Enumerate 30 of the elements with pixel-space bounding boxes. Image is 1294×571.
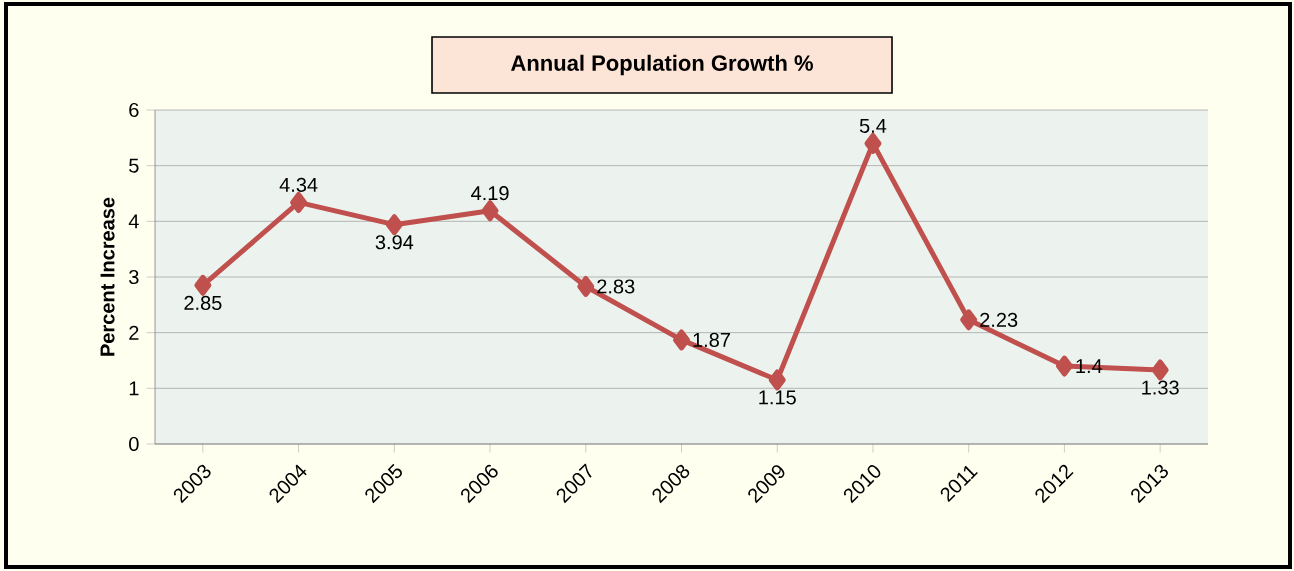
y-axis-title: Percent Increase — [100, 197, 115, 356]
point — [673, 329, 691, 351]
point — [385, 214, 403, 236]
y-tick-label: 2 — [129, 325, 139, 340]
data-label: 1.87 — [693, 332, 730, 347]
data-label: 2.83 — [597, 279, 635, 294]
point — [1151, 359, 1169, 381]
point — [194, 274, 212, 296]
y-tick-label: 0 — [129, 436, 139, 452]
point — [481, 200, 499, 222]
data-label: 2.85 — [184, 295, 222, 310]
point — [1055, 355, 1073, 377]
chart-title: Annual Population Growth % — [511, 54, 813, 76]
data-label: 2.23 — [980, 312, 1018, 327]
y-tick-label: 6 — [129, 102, 139, 118]
point — [290, 191, 308, 213]
data-label: 3.94 — [375, 235, 414, 250]
y-tick-label: 3 — [129, 269, 139, 285]
y-tick-label: 5 — [129, 158, 139, 173]
point — [960, 309, 978, 331]
point — [577, 275, 595, 297]
data-label: 1.33 — [1142, 380, 1179, 395]
data-label: 1.15 — [759, 390, 796, 405]
data-label: 4.34 — [279, 177, 318, 192]
point — [864, 132, 882, 154]
data-label: 5.4 — [859, 118, 887, 133]
y-tick-label: 1 — [129, 381, 139, 396]
point — [768, 369, 786, 391]
y-tick-label: 4 — [128, 214, 139, 229]
data-label: 4.19 — [471, 186, 509, 201]
